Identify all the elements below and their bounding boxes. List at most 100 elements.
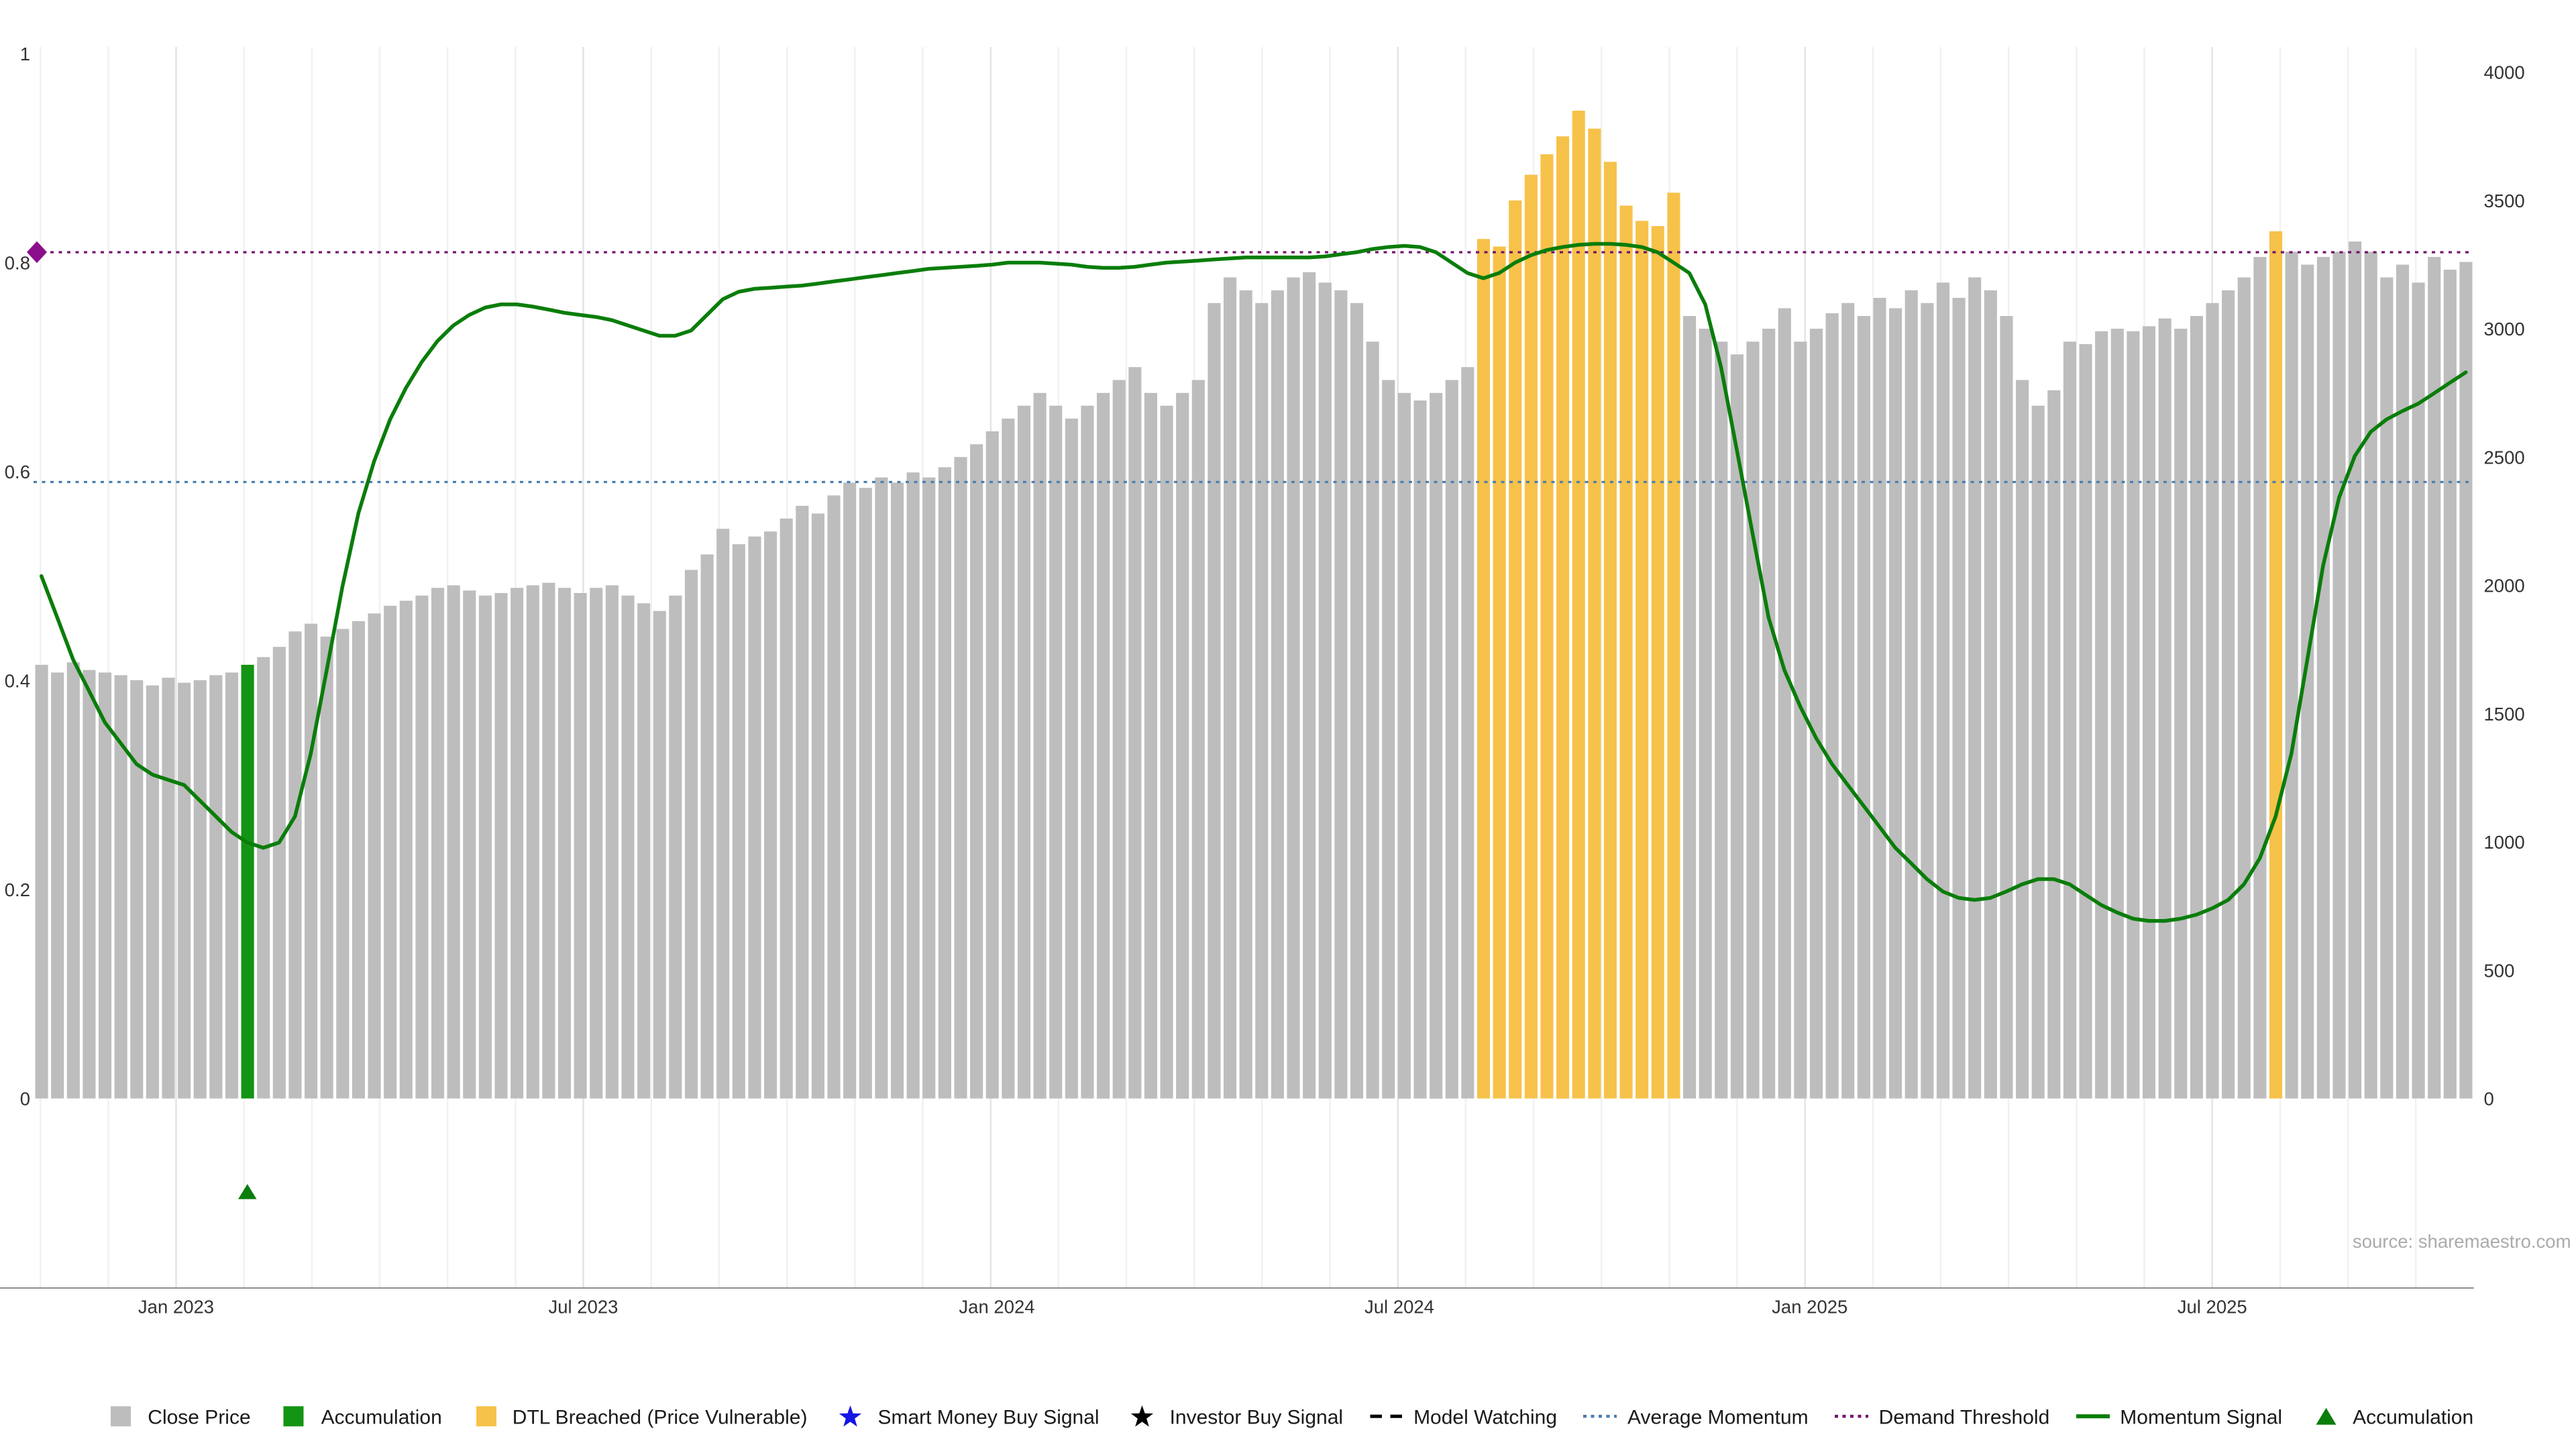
bar-close-price xyxy=(906,472,920,1099)
bar-close-price xyxy=(1382,380,1395,1099)
bar-close-price xyxy=(2237,277,2251,1099)
bar-close-price xyxy=(1081,405,1094,1099)
momentum-signal-line xyxy=(40,241,2468,923)
legend-label: Smart Money Buy Signal xyxy=(877,1404,1099,1428)
bar-close-price xyxy=(1968,277,1982,1099)
bar-close-price xyxy=(83,669,96,1099)
right-axis-tick-label: 1000 xyxy=(2484,832,2525,853)
bar-close-price xyxy=(162,678,175,1099)
bar-close-price xyxy=(2316,257,2330,1099)
bar-dtl-breached xyxy=(1635,221,1649,1099)
bar-close-price xyxy=(2063,341,2076,1099)
bar-close-price xyxy=(1445,380,1458,1099)
bar-close-price xyxy=(574,593,587,1099)
bar-close-price xyxy=(1984,290,1997,1099)
left-axis-tick-label: 0.4 xyxy=(5,671,30,692)
bar-close-price xyxy=(1334,290,1348,1099)
legend-item-model-watching: Model Watching xyxy=(1368,1404,1557,1430)
bar-close-price xyxy=(1809,329,1823,1099)
x-axis-tick-label: Jan 2023 xyxy=(138,1297,214,1318)
right-axis-tick-label: 4000 xyxy=(2484,62,2525,83)
bar-close-price xyxy=(305,623,318,1099)
triangle-glyph xyxy=(2316,1407,2337,1425)
bar-close-price xyxy=(352,621,366,1099)
legend-label: Average Momentum xyxy=(1627,1404,1809,1428)
bar-close-price xyxy=(320,637,333,1099)
bar-close-price xyxy=(1841,303,1855,1099)
legend-item-accumulation: Accumulation xyxy=(2308,1404,2474,1430)
demand-threshold-diamond-marker xyxy=(27,241,47,264)
bar-close-price xyxy=(811,513,824,1099)
bar-close-price xyxy=(415,595,429,1099)
right-axis-tick-label: 2500 xyxy=(2484,447,2525,468)
right-axis-tick-label: 500 xyxy=(2484,960,2515,981)
bar-close-price xyxy=(716,529,730,1099)
right-axis-tick-label: 2000 xyxy=(2484,576,2525,596)
x-axis-tick-label: Jan 2025 xyxy=(1772,1297,1847,1318)
bar-close-price xyxy=(146,685,159,1099)
bar-close-price xyxy=(621,595,635,1099)
bar-close-price xyxy=(1921,303,1934,1099)
legend-label: DTL Breached (Price Vulnerable) xyxy=(512,1404,808,1428)
accumulation-triangle-marker xyxy=(238,1184,257,1199)
bar-close-price xyxy=(2396,264,2410,1099)
legend-label: Demand Threshold xyxy=(1878,1404,2050,1428)
bar-close-price xyxy=(2253,257,2267,1099)
bar-close-price xyxy=(1303,272,1316,1099)
bar-close-price xyxy=(1176,392,1189,1099)
dtl-breached-price-vulnerable-swatch-icon xyxy=(475,1406,496,1427)
bar-close-price xyxy=(590,588,603,1099)
bar-close-price xyxy=(2380,277,2394,1099)
bar-accumulation xyxy=(241,665,254,1099)
bar-close-price xyxy=(2206,303,2219,1099)
bar-close-price xyxy=(2095,331,2108,1099)
bar-close-price xyxy=(1208,303,1221,1099)
bar-close-price xyxy=(1017,405,1031,1099)
bar-close-price xyxy=(827,495,841,1099)
bar-close-price xyxy=(1873,298,1886,1099)
bar-close-price xyxy=(2443,270,2457,1099)
bar-dtl-breached xyxy=(1588,128,1601,1099)
left-axis-tick-label: 0.6 xyxy=(5,462,30,482)
x-axis-tick-label: Jan 2024 xyxy=(959,1297,1034,1318)
bar-close-price xyxy=(684,570,698,1099)
bar-close-price xyxy=(2428,257,2441,1099)
bar-close-price xyxy=(494,593,508,1099)
bar-close-price xyxy=(1461,367,1474,1099)
legend-item-momentum-signal: Momentum Signal xyxy=(2075,1404,2282,1430)
investor-buy-signal-star-icon xyxy=(1131,1405,1155,1427)
bar-close-price xyxy=(272,647,286,1099)
bar-close-price xyxy=(463,590,476,1099)
source-attribution: source: sharemaestro.com xyxy=(2353,1231,2571,1252)
left-axis-tick-label: 1 xyxy=(20,44,30,64)
bar-close-price xyxy=(257,657,270,1099)
bar-close-price xyxy=(843,482,857,1099)
bar-close-price xyxy=(1683,316,1697,1099)
bar-close-price xyxy=(2158,318,2171,1099)
square-glyph xyxy=(111,1406,131,1427)
bar-close-price xyxy=(2079,344,2092,1099)
bar-close-price xyxy=(51,672,64,1099)
bar-close-price xyxy=(2127,331,2140,1099)
bar-close-price xyxy=(557,588,572,1099)
bar-close-price xyxy=(875,477,888,1099)
bar-close-price xyxy=(542,582,555,1099)
bar-close-price xyxy=(954,457,967,1099)
bar-close-price xyxy=(970,444,983,1099)
bar-dtl-breached xyxy=(1619,205,1633,1099)
legend-label: Investor Buy Signal xyxy=(1169,1404,1344,1428)
bar-close-price xyxy=(209,675,223,1099)
bar-close-price xyxy=(98,672,112,1099)
bar-close-price xyxy=(985,431,999,1099)
bar-close-price xyxy=(1730,354,1743,1099)
square-glyph xyxy=(284,1406,305,1427)
bar-close-price xyxy=(193,680,207,1099)
demand-threshold-line-icon xyxy=(1835,1415,1869,1418)
square-glyph xyxy=(475,1406,496,1427)
bar-dtl-breached xyxy=(1556,136,1570,1099)
bar-close-price xyxy=(2047,390,2061,1099)
bar-close-price xyxy=(796,506,809,1099)
bar-close-price xyxy=(2332,252,2346,1099)
legend-label: Accumulation xyxy=(2353,1404,2474,1428)
bar-close-price xyxy=(288,631,302,1099)
